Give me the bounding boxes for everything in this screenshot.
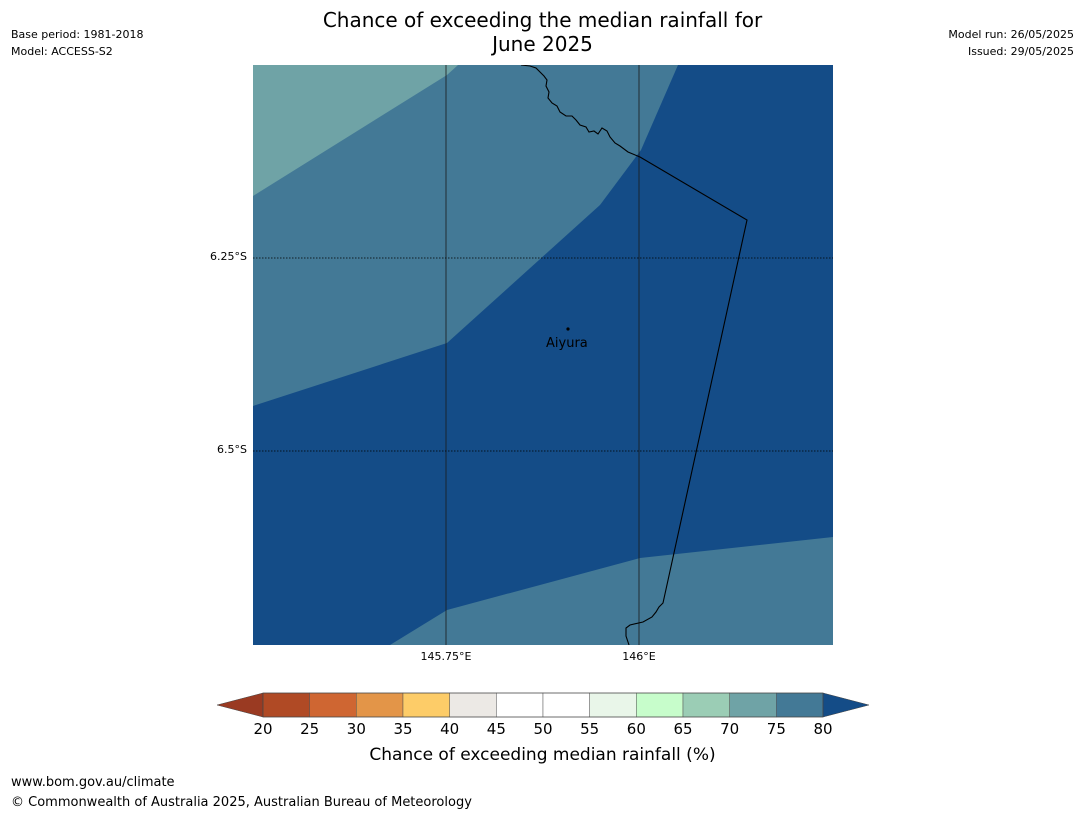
colorbar-under-arrow <box>216 692 264 718</box>
colorbar-cell-35-40 <box>402 692 450 718</box>
colorbar-cell-55-60 <box>589 692 637 718</box>
region-70-75 <box>253 65 458 196</box>
colorbar-tick-65: 65 <box>673 720 693 738</box>
colorbar-tick-20: 20 <box>253 720 273 738</box>
colorbar-tick-35: 35 <box>393 720 413 738</box>
lon-label-146: 146°E <box>622 650 656 663</box>
map-title: Chance of exceeding the median rainfall … <box>0 8 1085 56</box>
colorbar-cell-30-35 <box>356 692 404 718</box>
colorbar-cell-70-75 <box>729 692 777 718</box>
colorbar-cell-25-30 <box>309 692 357 718</box>
colorbar-cell-45-50 <box>496 692 544 718</box>
colorbar-frame <box>262 692 824 718</box>
colorbar-over-arrow <box>822 692 870 718</box>
model-run: Model run: 26/05/2025 <box>948 28 1074 41</box>
colorbar-tick-25: 25 <box>300 720 320 738</box>
region-75-80-upper <box>253 65 678 406</box>
lat-label-6-5: 6.5°S <box>217 443 247 456</box>
lat-label-6-25: 6.25°S <box>210 250 247 263</box>
place-marker <box>566 327 570 331</box>
title-line-2: June 2025 <box>492 32 593 56</box>
colorbar-cell-65-70 <box>682 692 730 718</box>
colorbar-title: Chance of exceeding median rainfall (%) <box>369 745 716 765</box>
colorbar-tick-45: 45 <box>486 720 506 738</box>
colorbar-tick-60: 60 <box>626 720 646 738</box>
province-boundary <box>520 65 748 645</box>
title-line-1: Chance of exceeding the median rainfall … <box>322 8 763 32</box>
map-area[interactable] <box>253 65 833 645</box>
footer-copyright: © Commonwealth of Australia 2025, Austra… <box>11 795 472 810</box>
issued-date: Issued: 29/05/2025 <box>967 45 1074 58</box>
colorbar-tick-80: 80 <box>813 720 833 738</box>
place-label: Aiyura <box>546 336 588 351</box>
colorbar-tick-70: 70 <box>720 720 740 738</box>
colorbar-cell-60-65 <box>636 692 684 718</box>
colorbar-tick-50: 50 <box>533 720 553 738</box>
colorbar-tick-30: 30 <box>346 720 366 738</box>
footer-url[interactable]: www.bom.gov.au/climate <box>11 775 175 790</box>
model-name: Model: ACCESS-S2 <box>11 45 113 58</box>
colorbar-tick-75: 75 <box>766 720 786 738</box>
lon-label-145-75: 145.75°E <box>420 650 472 663</box>
colorbar-cell-20-25 <box>262 692 310 718</box>
colorbar-tick-55: 55 <box>580 720 600 738</box>
colorbar-cell-75-80 <box>776 692 824 718</box>
region-75-80-lower <box>390 537 833 645</box>
base-period: Base period: 1981-2018 <box>11 28 144 41</box>
colorbar <box>216 692 870 718</box>
colorbar-cell-40-45 <box>449 692 497 718</box>
meta-right: Model run: 26/05/2025 Issued: 29/05/2025 <box>948 26 1074 60</box>
meta-left: Base period: 1981-2018 Model: ACCESS-S2 <box>11 26 143 60</box>
colorbar-cell-50-55 <box>542 692 590 718</box>
colorbar-tick-40: 40 <box>440 720 460 738</box>
